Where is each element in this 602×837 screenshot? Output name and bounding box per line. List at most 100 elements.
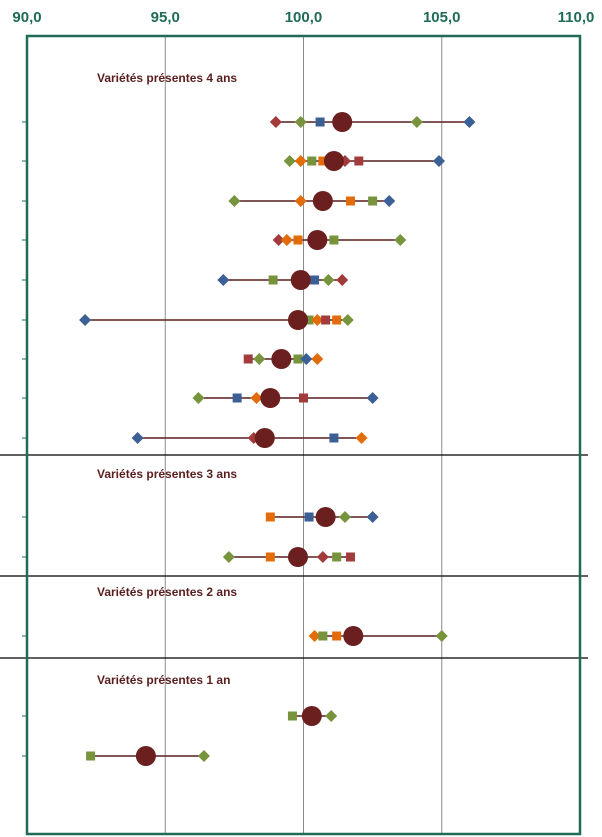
data-point-square: [329, 433, 339, 443]
data-point-diamond: [280, 234, 293, 246]
data-point-diamond: [294, 116, 307, 128]
data-point-diamond: [294, 195, 307, 207]
data-point-square: [332, 631, 342, 641]
data-point-diamond: [222, 551, 235, 563]
data-point-square: [310, 275, 320, 285]
data-point-square: [332, 315, 342, 325]
mean-marker: [301, 706, 322, 726]
mean-marker: [135, 746, 156, 766]
x-tick-label: 100,0: [285, 9, 323, 26]
mean-marker: [343, 626, 364, 646]
data-point-diamond: [300, 353, 313, 365]
data-point-square: [332, 552, 342, 562]
data-point-diamond: [311, 353, 324, 365]
data-point-square: [293, 354, 303, 364]
mean-marker: [287, 310, 308, 330]
data-point-diamond: [355, 432, 368, 444]
data-point-diamond: [311, 314, 324, 326]
section-label: Variétés présentes 3 ans: [97, 467, 237, 481]
data-row: [79, 310, 354, 330]
x-tick-label: 95,0: [151, 9, 180, 26]
plot-frame: [25, 34, 582, 836]
data-point-square: [268, 275, 278, 285]
data-point-diamond: [410, 116, 423, 128]
data-row: [222, 547, 356, 567]
data-row: [228, 191, 396, 211]
data-point-diamond: [217, 274, 230, 286]
data-point-square: [243, 354, 253, 364]
mean-marker: [271, 349, 292, 369]
data-point-square: [315, 117, 325, 127]
data-point-square: [265, 512, 275, 522]
data-point-square: [232, 393, 242, 403]
section-label: Variétés présentes 1 an: [97, 673, 230, 687]
data-point-square: [329, 235, 339, 245]
data-point-diamond: [228, 195, 241, 207]
data-row: [131, 428, 368, 448]
data-row: [217, 270, 349, 290]
data-point-diamond: [247, 432, 260, 444]
data-point-square: [368, 196, 378, 206]
section-label: Variétés présentes 2 ans: [97, 585, 237, 599]
data-row: [243, 349, 324, 369]
section-dividers: [0, 454, 588, 659]
gridlines: [164, 36, 443, 834]
data-point-square: [346, 552, 356, 562]
data-point-square: [265, 552, 275, 562]
x-tick-label: 90,0: [12, 9, 41, 26]
data-point-diamond: [435, 630, 448, 642]
data-point-square: [321, 315, 331, 325]
data-point-diamond: [250, 392, 263, 404]
data-point-diamond: [131, 432, 144, 444]
data-row: [265, 507, 379, 527]
data-point-diamond: [366, 511, 379, 523]
data-point-diamond: [79, 314, 92, 326]
mean-marker: [312, 191, 333, 211]
data-point-square: [307, 156, 317, 166]
x-tick-label: 110,0: [558, 9, 595, 26]
data-point-square: [287, 711, 297, 721]
data-point-square: [318, 156, 328, 166]
data-point-diamond: [383, 195, 396, 207]
data-point-diamond: [269, 116, 282, 128]
data-point-diamond: [366, 392, 379, 404]
x-tick-label: 105,0: [423, 9, 461, 26]
data-point-diamond: [283, 155, 296, 167]
mean-marker: [287, 547, 308, 567]
data-point-square: [86, 751, 96, 761]
data-row: [86, 746, 210, 766]
data-point-diamond: [463, 116, 476, 128]
section-labels: Variétés présentes 4 ans Variétés présen…: [97, 71, 237, 687]
data-point-diamond: [338, 511, 351, 523]
data-point-square: [304, 512, 314, 522]
section-label: Variétés présentes 4 ans: [97, 71, 237, 85]
data-row: [192, 388, 379, 408]
mean-marker: [290, 270, 311, 290]
mean-marker: [323, 151, 344, 171]
x-tick-labels: 90,0 95,0 100,0 105,0 110,0: [12, 9, 594, 26]
data-point-diamond: [197, 750, 210, 762]
data-point-diamond: [192, 392, 205, 404]
mean-marker: [307, 230, 328, 250]
data-point-diamond: [272, 234, 285, 246]
data-point-diamond: [253, 353, 266, 365]
data-row: [272, 230, 407, 250]
data-point-diamond: [394, 234, 407, 246]
data-point-diamond: [308, 630, 321, 642]
mean-marker: [332, 112, 353, 132]
mean-marker: [315, 507, 336, 527]
data-row: [287, 706, 338, 726]
data-row: [308, 626, 448, 646]
data-point-diamond: [432, 155, 445, 167]
series: [79, 112, 476, 766]
data-point-diamond: [294, 155, 307, 167]
data-point-diamond: [336, 274, 349, 286]
data-point-square: [304, 315, 314, 325]
data-point-square: [318, 631, 328, 641]
data-point-diamond: [322, 274, 335, 286]
data-point-square: [293, 235, 303, 245]
data-row: [283, 151, 445, 171]
data-point-diamond: [316, 551, 329, 563]
data-point-diamond: [341, 314, 354, 326]
